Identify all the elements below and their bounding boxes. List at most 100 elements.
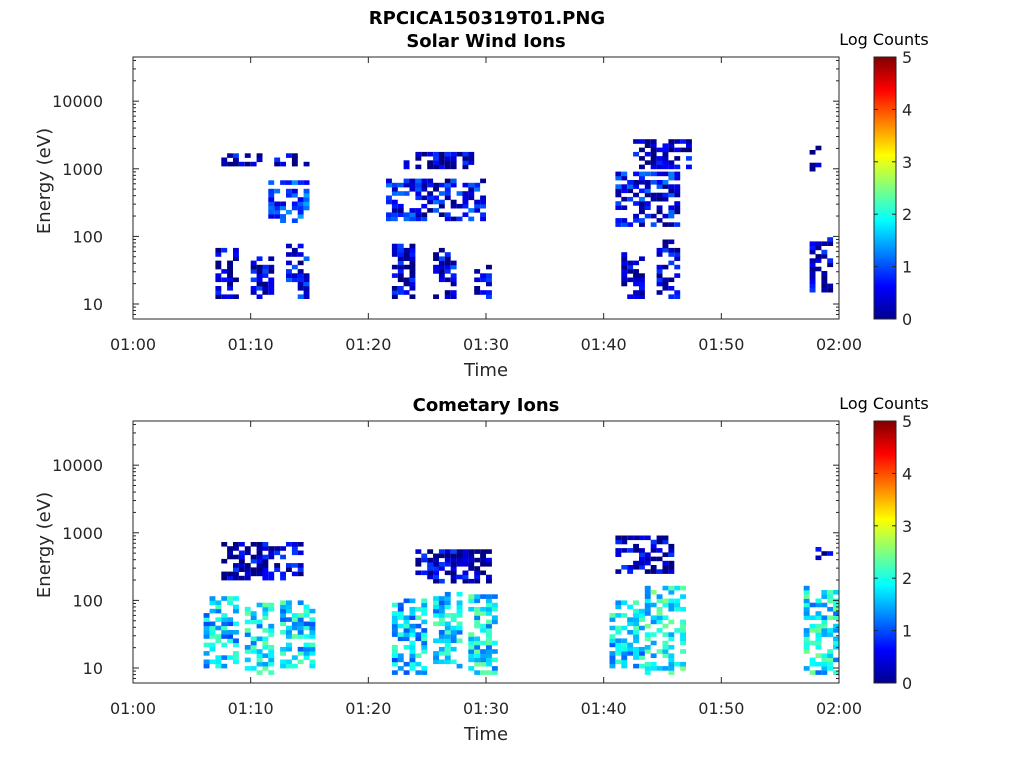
data-cell xyxy=(433,578,439,584)
data-cell xyxy=(427,182,434,188)
data-cell xyxy=(615,175,622,181)
data-cell xyxy=(286,269,292,274)
data-cell xyxy=(215,260,222,266)
data-cell xyxy=(433,566,439,571)
data-cell xyxy=(668,171,675,177)
data-cell xyxy=(462,160,469,165)
data-cell xyxy=(809,628,816,633)
data-cell xyxy=(256,294,263,299)
data-cell xyxy=(827,649,834,654)
data-cell xyxy=(462,156,469,161)
data-cell xyxy=(280,604,286,610)
colorbar-tick-label: 4 xyxy=(902,100,912,119)
data-cell xyxy=(827,615,834,620)
data-cell xyxy=(444,269,451,274)
data-cell xyxy=(286,188,292,194)
data-cell xyxy=(486,277,492,283)
data-cell xyxy=(803,606,810,612)
data-cell xyxy=(486,273,492,278)
data-cell xyxy=(686,143,692,148)
burst-0-3 xyxy=(268,180,310,223)
data-cell xyxy=(609,663,616,669)
data-cell xyxy=(480,653,486,658)
data-cell xyxy=(438,604,445,610)
data-cell xyxy=(433,294,439,299)
data-cell xyxy=(450,562,457,567)
data-cell xyxy=(639,663,645,669)
data-cell xyxy=(433,182,439,188)
data-cell xyxy=(668,670,675,675)
data-cell xyxy=(827,594,834,599)
data-cell xyxy=(280,613,286,618)
data-cell xyxy=(662,666,669,671)
data-cell xyxy=(274,550,281,556)
data-cell xyxy=(403,619,410,625)
data-cell xyxy=(827,598,834,604)
data-cell xyxy=(409,212,416,217)
data-cell xyxy=(256,153,263,158)
data-cell xyxy=(474,611,481,616)
data-cell xyxy=(650,602,657,608)
data-cell xyxy=(274,546,281,551)
colorbar-tick-label: 1 xyxy=(902,622,912,641)
data-cell xyxy=(286,243,292,249)
data-cell xyxy=(433,208,439,213)
data-cell xyxy=(268,546,275,551)
data-cell xyxy=(397,260,404,266)
data-cell xyxy=(415,187,422,192)
data-cell xyxy=(833,623,839,629)
data-cell xyxy=(256,256,263,261)
data-cell xyxy=(468,195,475,201)
data-cell xyxy=(397,611,404,616)
panel-title-cometary: Cometary Ions xyxy=(412,395,560,416)
data-cell xyxy=(256,264,263,270)
data-cell xyxy=(662,649,669,654)
data-cell xyxy=(621,600,628,605)
data-cell xyxy=(462,164,469,170)
data-cell xyxy=(621,175,628,181)
data-cell xyxy=(409,286,416,291)
data-cell xyxy=(297,281,304,287)
y-tick-label: 1000 xyxy=(62,524,103,543)
data-cell xyxy=(233,247,239,253)
data-cell xyxy=(821,254,828,259)
data-cell xyxy=(291,542,298,547)
data-cell xyxy=(262,558,269,564)
data-cell xyxy=(409,294,416,299)
data-cell xyxy=(303,277,310,283)
data-cell xyxy=(268,180,275,185)
data-cell xyxy=(621,659,628,665)
data-cell xyxy=(262,563,269,568)
data-cell xyxy=(656,171,663,177)
data-cell xyxy=(268,281,275,287)
data-cell xyxy=(456,604,463,610)
data-cell xyxy=(433,256,439,261)
data-cell xyxy=(227,634,233,639)
data-cell xyxy=(662,156,669,161)
data-cell xyxy=(233,153,239,158)
data-cell xyxy=(644,151,651,157)
data-cell xyxy=(444,655,451,660)
data-cell xyxy=(462,553,469,559)
data-cell xyxy=(668,636,675,642)
data-cell xyxy=(468,645,475,650)
x-tick-label: 02:00 xyxy=(816,335,862,354)
data-cell xyxy=(821,666,828,671)
data-cell xyxy=(474,199,481,205)
data-cell xyxy=(409,645,416,650)
data-cell xyxy=(480,216,486,222)
data-cell xyxy=(644,606,651,612)
data-cell xyxy=(656,205,663,210)
data-cell xyxy=(215,659,222,665)
data-cell xyxy=(650,565,657,570)
data-cell xyxy=(662,602,669,608)
data-cell xyxy=(456,191,463,196)
data-cell xyxy=(644,670,651,675)
data-cell xyxy=(438,269,445,274)
data-cell xyxy=(650,590,657,595)
data-cell xyxy=(297,630,304,635)
data-cell xyxy=(297,243,304,249)
data-cell xyxy=(815,266,822,272)
colorbar-label-bottom: Log Counts xyxy=(839,394,929,413)
data-cell xyxy=(633,171,639,177)
